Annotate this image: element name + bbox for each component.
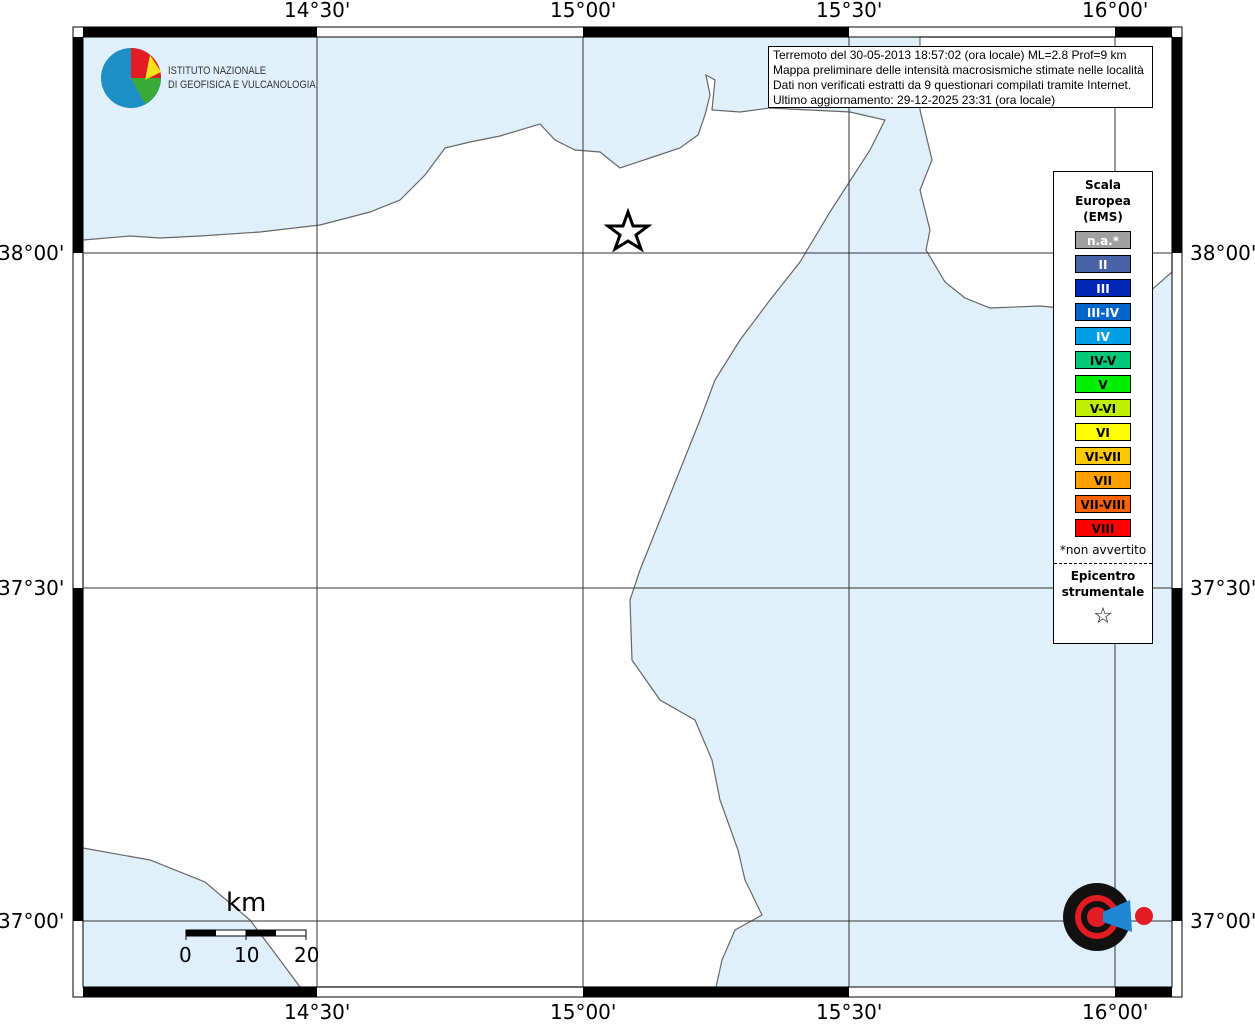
legend-swatch: V-VI: [1075, 399, 1131, 417]
lon-tick-top: 16°00': [1082, 0, 1149, 22]
lat-tick-right: 38°00': [1190, 241, 1255, 265]
legend-swatch: IV-V: [1075, 351, 1131, 369]
scale-unit: km: [226, 888, 267, 918]
scale-label: 10: [234, 943, 260, 967]
map-frame: [72, 26, 1183, 998]
lon-tick-bottom: 14°30': [284, 1000, 351, 1024]
sicily-land: [82, 73, 886, 988]
info-line: Ultimo aggiornamento: 29-12-2025 23:31 (…: [773, 93, 1056, 107]
epicentre-label: strumentale: [1061, 585, 1145, 599]
star-icon: ☆: [1093, 604, 1113, 629]
lon-tick-bottom: 16°00': [1082, 1000, 1149, 1024]
legend-title: (EMS): [1083, 210, 1123, 224]
lat-tick-right: 37°30': [1190, 576, 1255, 600]
legend-swatch: VII: [1075, 471, 1131, 489]
lat-tick-right: 37°00': [1190, 909, 1255, 933]
scale-bar: [185, 929, 307, 940]
lon-tick-bottom: 15°30': [816, 1000, 883, 1024]
lon-tick-bottom: 15°00': [550, 1000, 617, 1024]
lon-tick-top: 15°30': [816, 0, 883, 22]
info-line: Dati non verificati estratti da 9 questi…: [773, 78, 1132, 92]
event-info-box: Terremoto del 30-05-2013 18:57:02 (ora l…: [768, 46, 1153, 108]
lon-tick-top: 14°30': [284, 0, 351, 22]
legend-swatch: VI: [1075, 423, 1131, 441]
legend-swatch: VIII: [1075, 519, 1131, 537]
ingv-name: ISTITUTO NAZIONALE DI GEOFISICA E VULCANO…: [168, 64, 316, 92]
ingv-logo-globe: [101, 48, 161, 108]
legend-swatches: n.a.* II III III-IV IV IV-V V V-VI VI VI-VII VII VI…: [1054, 231, 1152, 537]
ingv-line: ISTITUTO NAZIONALE: [168, 65, 267, 77]
epicentre-star-icon[interactable]: [603, 207, 653, 253]
haisentito-logo: [1063, 883, 1153, 951]
legend-title: Europea: [1075, 194, 1131, 208]
scale-label: 0: [179, 943, 192, 967]
lat-tick-left: 37°30': [0, 576, 65, 600]
legend-swatch: V: [1075, 375, 1131, 393]
legend-swatch: III-IV: [1075, 303, 1131, 321]
lon-tick-top: 15°00': [550, 0, 617, 22]
legend: Scala Europea (EMS) n.a.* II III III-IV IV IV…: [1053, 171, 1153, 644]
legend-note: *non avvertito: [1059, 543, 1147, 557]
lat-tick-left: 38°00': [0, 241, 65, 265]
legend-swatch: II: [1075, 255, 1131, 273]
legend-swatch: IV: [1075, 327, 1131, 345]
info-line: Terremoto del 30-05-2013 18:57:02 (ora l…: [773, 48, 1127, 62]
legend-swatch: III: [1075, 279, 1131, 297]
graticule: [83, 37, 1172, 987]
legend-swatch: VII-VIII: [1075, 495, 1131, 513]
scale-label: 20: [294, 943, 320, 967]
epicentre-label: Epicentro: [1070, 569, 1136, 583]
legend-swatch: n.a.*: [1075, 231, 1131, 249]
legend-swatch: VI-VII: [1075, 447, 1131, 465]
ingv-line: DI GEOFISICA E VULCANOLOGIA: [168, 79, 316, 91]
info-line: Mappa preliminare delle intensità macros…: [773, 63, 1144, 77]
legend-title: Scala: [1084, 178, 1122, 192]
lat-tick-left: 37°00': [0, 909, 65, 933]
